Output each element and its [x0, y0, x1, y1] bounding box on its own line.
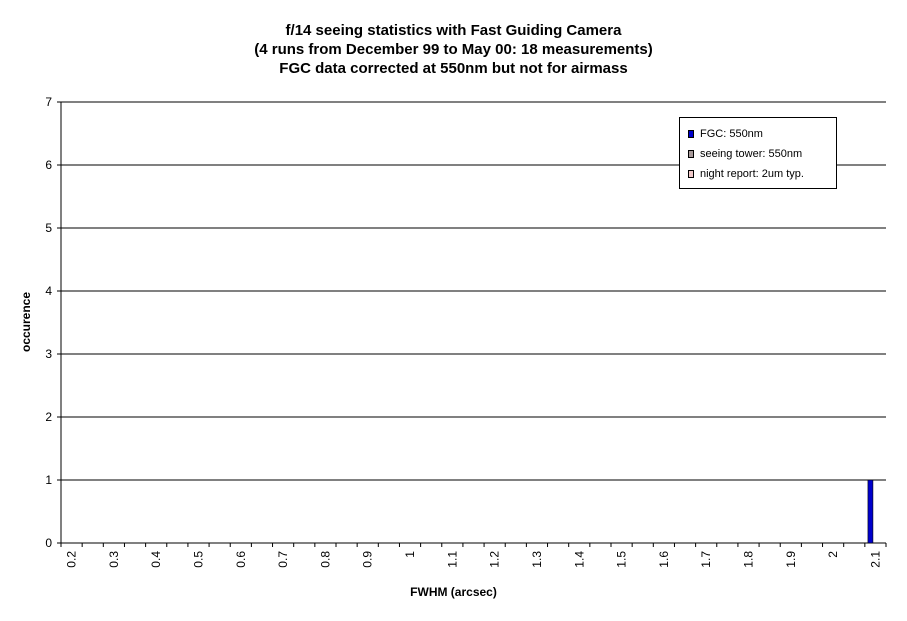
y-axis-label: occurence [19, 291, 33, 353]
legend-swatch-seeing-tower [688, 150, 694, 158]
x-tick-label-2: 2 [826, 551, 840, 558]
x-tick-label-1.2: 1.2 [488, 551, 502, 568]
x-tick-label-1.8: 1.8 [742, 551, 756, 568]
y-tick-label-7: 7 [45, 95, 52, 109]
chart-title-line-2: (4 runs from December 99 to May 00: 18 m… [254, 41, 653, 58]
x-tick-label-0.6: 0.6 [234, 551, 248, 568]
x-tick-label-0.7: 0.7 [276, 551, 290, 568]
x-tick-label-1: 1 [403, 551, 417, 558]
y-tick-label-4: 4 [45, 284, 52, 298]
y-tick-label-1: 1 [45, 473, 52, 487]
x-tick-label-1.4: 1.4 [572, 551, 586, 568]
x-tick-label-0.8: 0.8 [318, 551, 332, 568]
legend-item-night-report: night report: 2um typ. [680, 164, 836, 184]
x-tick-label-0.3: 0.3 [107, 551, 121, 568]
x-tick-label-1.9: 1.9 [784, 551, 798, 568]
chart-title-line-1: f/14 seeing statistics with Fast Guiding… [285, 22, 622, 39]
chart-title-line-3: FGC data corrected at 550nm but not for … [279, 60, 628, 77]
y-tick-label-2: 2 [45, 410, 52, 424]
x-tick-label-1.6: 1.6 [657, 551, 671, 568]
bar-fgc-2.1 [867, 479, 874, 544]
legend: FGC: 550nm seeing tower: 550nm night rep… [679, 117, 837, 189]
x-tick-label-0.9: 0.9 [361, 551, 375, 568]
x-tick-label-2.1: 2.1 [868, 551, 882, 568]
y-tick-label-0: 0 [45, 536, 52, 550]
legend-label-seeing-tower: seeing tower: 550nm [700, 148, 803, 160]
legend-swatch-night-report [688, 170, 694, 178]
x-tick-label-1.7: 1.7 [699, 551, 713, 568]
legend-item-seeing-tower: seeing tower: 550nm [680, 144, 836, 164]
y-tick-label-5: 5 [45, 221, 52, 235]
x-tick-label-1.5: 1.5 [615, 551, 629, 568]
x-tick-label-1.1: 1.1 [445, 551, 459, 568]
x-tick-label-0.4: 0.4 [149, 551, 163, 568]
legend-label-night-report: night report: 2um typ. [700, 168, 804, 180]
legend-swatch-fgc [688, 130, 694, 138]
x-tick-label-1.3: 1.3 [530, 551, 544, 568]
y-tick-label-3: 3 [45, 347, 52, 361]
legend-item-fgc: FGC: 550nm [680, 124, 836, 144]
x-tick-label-0.5: 0.5 [192, 551, 206, 568]
legend-label-fgc: FGC: 550nm [700, 128, 763, 140]
x-tick-label-0.2: 0.2 [65, 551, 79, 568]
y-tick-label-6: 6 [45, 158, 52, 172]
x-axis-label: FWHM (arcsec) [410, 585, 497, 599]
